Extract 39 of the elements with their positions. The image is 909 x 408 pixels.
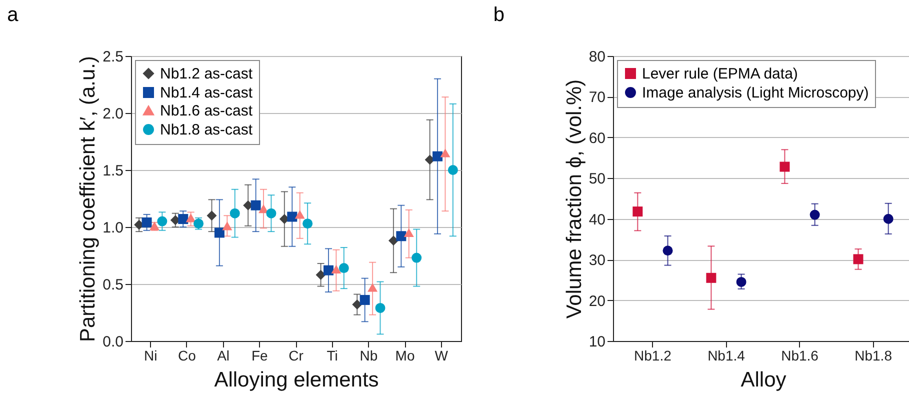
- y-tick-label: 1.5: [102, 162, 124, 180]
- y-tick-label: 0.0: [102, 334, 124, 350]
- y-tick-label: 0.5: [102, 276, 124, 294]
- x-tick-label: Nb1.8: [854, 348, 892, 364]
- y-tick-label: 60: [588, 130, 606, 147]
- y-axis-title: Volume fraction ϕ, (vol.%): [562, 79, 586, 319]
- x-tick-label: Cr: [288, 348, 304, 364]
- legend-label: Nb1.4 as-cast: [160, 84, 254, 102]
- legend-label: Image analysis (Light Microscopy): [642, 84, 869, 102]
- x-tick-label: W: [434, 348, 449, 364]
- x-tick-label: Nb: [360, 348, 378, 364]
- x-tick-label: Ti: [326, 348, 338, 364]
- y-tick-label: 30: [588, 252, 606, 270]
- y-tick-label: 20: [588, 292, 606, 310]
- y-tick-label: 2.5: [102, 48, 124, 66]
- x-axis-title: Alloy: [740, 368, 787, 392]
- y-tick-label: 50: [588, 170, 606, 188]
- x-tick-label: Nb1.2: [634, 348, 672, 364]
- y-tick-label: 1.0: [102, 220, 124, 236]
- x-tick-label: Mo: [395, 348, 415, 364]
- x-tick-label: Al: [217, 348, 230, 364]
- legend-label: Nb1.6 as-cast: [160, 102, 254, 120]
- x-tick-label: Nb1.6: [781, 348, 819, 364]
- x-tick-label: Fe: [251, 348, 268, 364]
- x-tick-label: Nb1.4: [708, 348, 746, 364]
- y-tick-label: 10: [588, 334, 606, 350]
- x-tick-label: Co: [178, 348, 196, 364]
- x-tick-label: Ni: [144, 348, 158, 364]
- chart-title: b: [493, 4, 504, 26]
- y-axis-title: Partitioning coefficient k′, (a.u.): [76, 56, 100, 342]
- y-tick-label: 2.0: [102, 106, 124, 122]
- y-tick-label: 70: [588, 89, 606, 106]
- y-tick-label: 80: [588, 48, 606, 66]
- y-tick-label: 40: [588, 211, 606, 228]
- chart-title: a: [7, 4, 20, 26]
- x-axis-title: Alloying elements: [214, 368, 379, 392]
- legend-label: Nb1.2 as-cast: [160, 66, 254, 82]
- legend-label: Lever rule (EPMA data): [642, 66, 798, 82]
- legend-label: Nb1.8 as-cast: [160, 122, 254, 138]
